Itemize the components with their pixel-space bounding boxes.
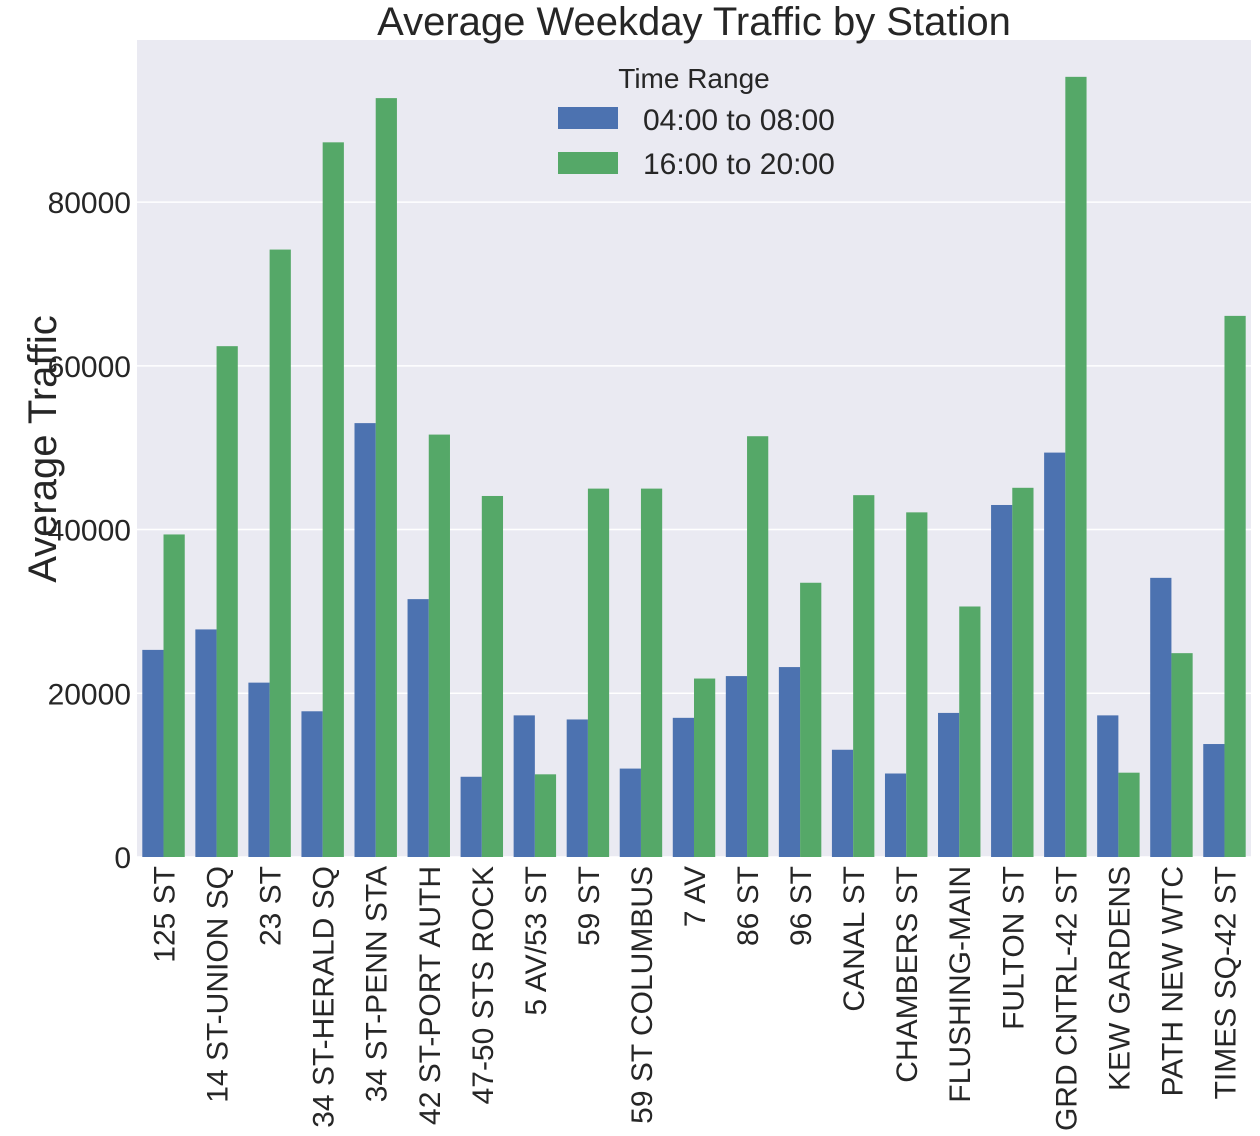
x-tick-label: TIMES SQ-42 ST bbox=[1209, 866, 1242, 1099]
bar-series-2 bbox=[640, 488, 663, 857]
bar-series-1 bbox=[991, 504, 1013, 857]
bar-series-1 bbox=[1203, 744, 1225, 857]
bar-series-1 bbox=[142, 649, 164, 857]
bar-series-2 bbox=[163, 534, 185, 857]
x-tick-label: 23 ST bbox=[255, 866, 288, 946]
bar-series-1 bbox=[884, 773, 907, 857]
bar-series-2 bbox=[1171, 653, 1193, 857]
bar-series-1 bbox=[619, 768, 641, 857]
bar-series-2 bbox=[587, 488, 610, 857]
y-axis-label: Average Traffic bbox=[21, 315, 65, 583]
legend-title: Time Range bbox=[618, 63, 769, 94]
bar-series-1 bbox=[354, 423, 376, 857]
y-axis-ticks: 0 20000 40000 60000 80000 bbox=[48, 187, 131, 875]
bar-series-2 bbox=[853, 495, 875, 857]
legend: Time Range 04:00 to 08:00 16:00 to 20:00 bbox=[558, 63, 835, 181]
bar-series-2 bbox=[375, 98, 397, 858]
y-tick-label: 0 bbox=[114, 842, 131, 875]
bar-series-1 bbox=[460, 776, 482, 857]
bar-series-2 bbox=[800, 582, 822, 857]
legend-swatch-series-1 bbox=[558, 107, 618, 129]
bar-series-2 bbox=[269, 249, 291, 857]
x-tick-label: 7 AV bbox=[679, 866, 712, 927]
x-tick-label: KEW GARDENS bbox=[1103, 866, 1136, 1091]
x-tick-label: 14 ST-UNION SQ bbox=[202, 866, 235, 1103]
x-axis-ticks: 125 ST 14 ST-UNION SQ 23 ST 34 ST-HERALD SQ… bbox=[149, 866, 1243, 1131]
legend-label-series-2: 16:00 to 20:00 bbox=[643, 148, 835, 181]
bar-series-1 bbox=[672, 717, 694, 857]
x-tick-label: CANAL ST bbox=[838, 866, 871, 1012]
x-tick-label: 59 ST bbox=[573, 866, 606, 946]
y-tick-label: 40000 bbox=[48, 515, 131, 548]
legend-swatch-series-2 bbox=[558, 152, 618, 174]
x-tick-label: 42 ST-PORT AUTH bbox=[414, 866, 447, 1125]
y-tick-label: 80000 bbox=[48, 187, 131, 220]
bar-series-2 bbox=[534, 774, 557, 857]
bar-series-1 bbox=[248, 682, 270, 857]
legend-label-series-1: 04:00 to 08:00 bbox=[643, 104, 835, 137]
x-tick-label: 59 ST COLUMBUS bbox=[626, 866, 659, 1124]
bar-series-1 bbox=[1150, 577, 1172, 857]
bar-series-1 bbox=[831, 749, 854, 857]
bar-series-1 bbox=[513, 715, 535, 857]
x-tick-label: FLUSHING-MAIN bbox=[944, 866, 977, 1103]
bar-series-2 bbox=[906, 512, 928, 857]
bar-series-2 bbox=[216, 346, 238, 857]
bars bbox=[142, 76, 1246, 858]
bar-series-1 bbox=[938, 712, 960, 857]
bar-series-2 bbox=[428, 434, 450, 857]
x-tick-label: 96 ST bbox=[785, 866, 818, 946]
bar-series-2 bbox=[1065, 76, 1087, 857]
bar-series-1 bbox=[301, 711, 323, 857]
y-tick-label: 60000 bbox=[48, 351, 131, 384]
bar-series-1 bbox=[725, 676, 748, 857]
bar-series-2 bbox=[694, 678, 716, 857]
chart-title: Average Weekday Traffic by Station bbox=[377, 0, 1011, 44]
bar-series-1 bbox=[1097, 715, 1119, 857]
bar-series-1 bbox=[407, 599, 429, 857]
bar-series-2 bbox=[322, 142, 344, 858]
x-tick-label: FULTON ST bbox=[997, 866, 1030, 1030]
bar-series-2 bbox=[1224, 315, 1246, 858]
bar-series-2 bbox=[959, 606, 981, 857]
y-tick-label: 20000 bbox=[48, 678, 131, 711]
bar-series-2 bbox=[747, 436, 769, 857]
bar-series-2 bbox=[481, 495, 504, 857]
x-tick-label: CHAMBERS ST bbox=[891, 866, 924, 1083]
x-tick-label: 34 ST-PENN STA bbox=[361, 866, 394, 1102]
bar-series-1 bbox=[778, 667, 801, 857]
x-tick-label: 5 AV/53 ST bbox=[520, 866, 553, 1016]
bar-series-1 bbox=[195, 629, 217, 857]
bar-series-1 bbox=[566, 719, 588, 857]
bar-series-2 bbox=[1012, 487, 1034, 857]
x-tick-label: 47-50 STS ROCK bbox=[467, 866, 500, 1104]
x-tick-label: 125 ST bbox=[149, 866, 182, 963]
bar-series-2 bbox=[1118, 772, 1140, 857]
bar-series-1 bbox=[1044, 452, 1066, 857]
x-tick-label: GRD CNTRL-42 ST bbox=[1050, 866, 1083, 1131]
x-tick-label: 34 ST-HERALD SQ bbox=[308, 866, 341, 1128]
x-tick-label: 86 ST bbox=[732, 866, 765, 946]
x-tick-label: PATH NEW WTC bbox=[1156, 866, 1189, 1097]
